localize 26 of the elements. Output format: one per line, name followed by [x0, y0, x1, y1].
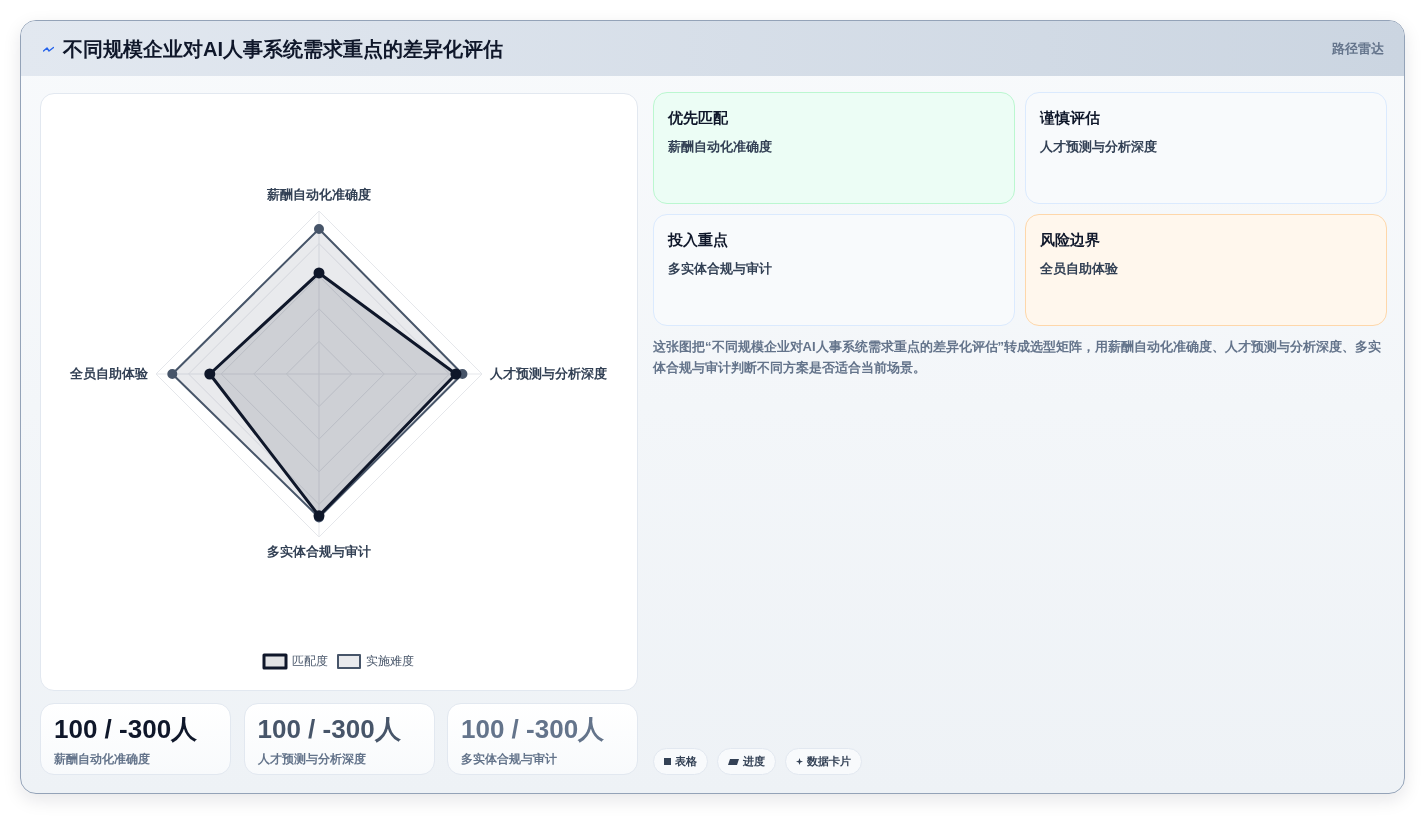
text: 进度 [743, 754, 765, 769]
spoke-label: 全员自助体验 [69, 365, 149, 381]
text: 优先匹配 [668, 110, 728, 126]
text: 表格 [675, 754, 697, 769]
text: 薪酬自动化准确度 [668, 139, 772, 154]
text: 人才预测与分析深度 [257, 752, 366, 766]
text: 多实体合规与审计 [461, 752, 557, 766]
chart-title: 不同规模企业对AI人事系统需求重点的差异化评估 [63, 38, 503, 60]
legend-label: 匹配度 [292, 653, 328, 668]
text: 这张图把“不同规模企业对AI人事系统需求重点的差异化评估”转成选型矩阵，用薪酬自动化准确度、人才预测与分析深度、多实体合规与审计判断不同方案是否适合当前场景。 [653, 339, 1381, 375]
text: 多实体合规与审计 [668, 261, 772, 276]
text: 100 / -300人 [461, 714, 605, 744]
text: 风险边界 [1040, 232, 1100, 248]
spoke-label: 薪酬自动化准确度 [266, 186, 371, 202]
spoke-label: 多实体合规与审计 [267, 544, 371, 560]
text: 人才预测与分析深度 [1040, 139, 1157, 154]
legend-label: 实施难度 [366, 653, 414, 668]
text: 100 / -300人 [54, 714, 198, 744]
text: 投入重点 [668, 232, 728, 248]
spoke-label: 人才预测与分析深度 [489, 365, 607, 381]
text: 全员自助体验 [1040, 261, 1118, 276]
text: 谨慎评估 [1040, 110, 1100, 126]
text: 数据卡片 [807, 754, 851, 769]
text: 100 / -300人 [257, 714, 401, 744]
text: 薪酬自动化准确度 [54, 752, 150, 766]
text: 路径雷达 [1332, 40, 1384, 58]
